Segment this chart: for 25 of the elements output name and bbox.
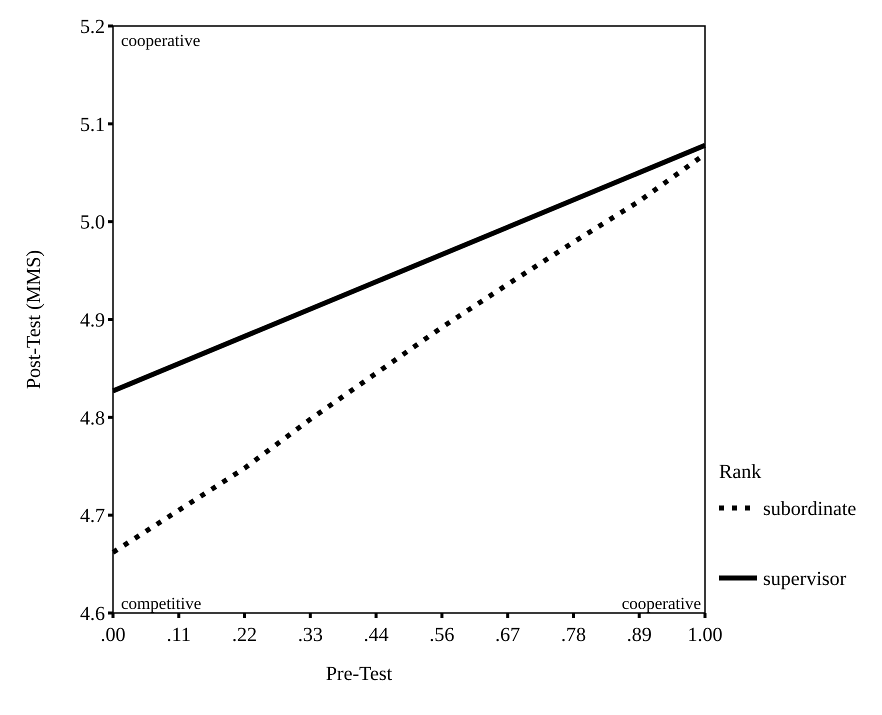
x-axis-title: Pre-Test xyxy=(326,663,393,685)
annotation: competitive xyxy=(121,594,202,613)
annotation: cooperative xyxy=(121,31,200,50)
y-tick-label: 4.9 xyxy=(80,310,105,332)
legend-label: supervisor xyxy=(763,568,847,590)
y-tick-label: 5.0 xyxy=(80,212,105,234)
x-tick-label: .67 xyxy=(495,624,520,646)
y-tick-label: 4.6 xyxy=(80,603,105,625)
x-tick-label: .22 xyxy=(232,624,258,646)
x-tick-label: .78 xyxy=(560,624,586,646)
y-tick-label: 5.1 xyxy=(80,114,105,136)
annotation: cooperative xyxy=(622,594,701,613)
y-tick-label: 4.7 xyxy=(80,505,105,528)
legend-title: Rank xyxy=(719,461,762,483)
y-axis-title: Post-Test (MMS) xyxy=(23,250,45,390)
x-tick-label: .00 xyxy=(100,624,126,646)
x-tick-label: .44 xyxy=(364,624,389,646)
y-tick-label: 4.8 xyxy=(80,407,105,430)
x-tick-label: .56 xyxy=(429,624,454,646)
x-tick-label: .33 xyxy=(298,624,323,646)
x-tick-label: .89 xyxy=(626,624,652,646)
x-tick-label: 1.00 xyxy=(688,624,722,646)
legend-label: subordinate xyxy=(763,498,856,520)
y-tick-label: 5.2 xyxy=(80,16,105,38)
x-tick-label: .11 xyxy=(166,624,191,646)
